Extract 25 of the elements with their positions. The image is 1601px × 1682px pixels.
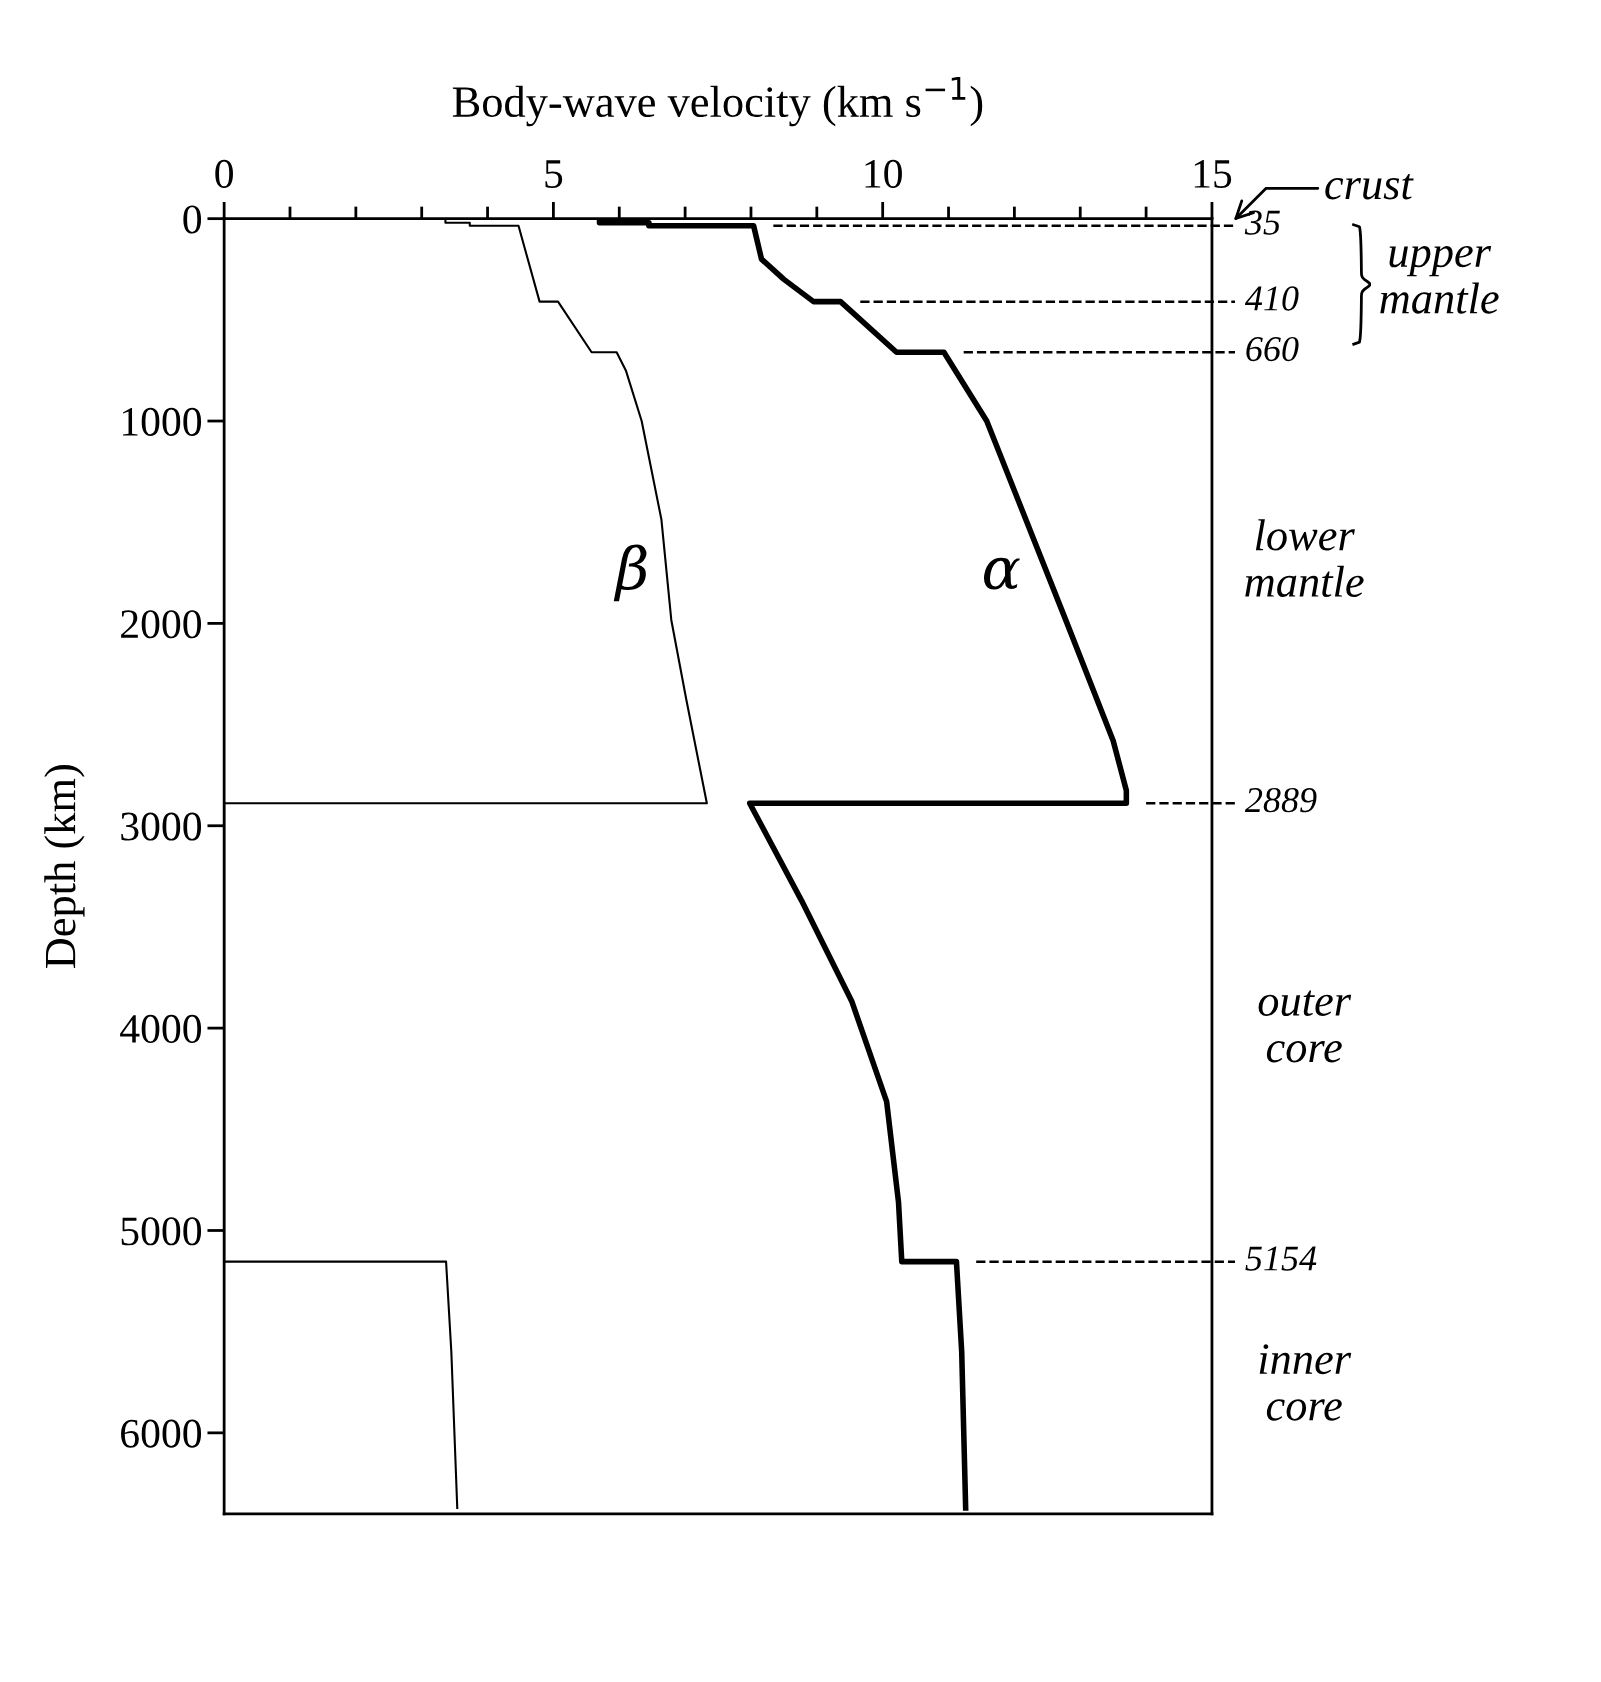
y-tick-label: 2000 (121, 610, 202, 639)
text: inner core (1259, 1344, 1352, 1421)
ref-line-label: 660 (1246, 336, 1299, 362)
ref-line-label: 5154 (1245, 1246, 1317, 1271)
ref-line-label: 410 (1244, 286, 1299, 311)
x-tick-label: 15 (1194, 160, 1232, 188)
text: crust (1325, 173, 1414, 200)
series-label: α (983, 557, 1020, 590)
text: upper mantle (1380, 245, 1499, 314)
y-tick-label: 3000 (121, 812, 202, 841)
series-label: β (613, 544, 647, 602)
text: lower mantle (1245, 519, 1364, 598)
y-tick-label: 4000 (120, 1014, 202, 1043)
ref-line-label: 35 (1244, 210, 1280, 235)
y-tick-label: 1000 (122, 407, 202, 436)
y-tick-label: 6000 (121, 1419, 202, 1448)
x-axis-title: Body-wave velocity (km s$^{−1}$) (452, 76, 983, 127)
y-tick-label: 5000 (121, 1217, 202, 1246)
x-tick-label: 5 (545, 160, 563, 188)
y-axis-title: Depth (km) (44, 765, 85, 969)
y-tick-label: 0 (183, 205, 202, 234)
x-tick-label: 10 (865, 159, 902, 188)
text: outer core (1258, 990, 1352, 1063)
ref-line-label: 2889 (1244, 787, 1317, 813)
x-tick-label: 0 (215, 159, 233, 188)
